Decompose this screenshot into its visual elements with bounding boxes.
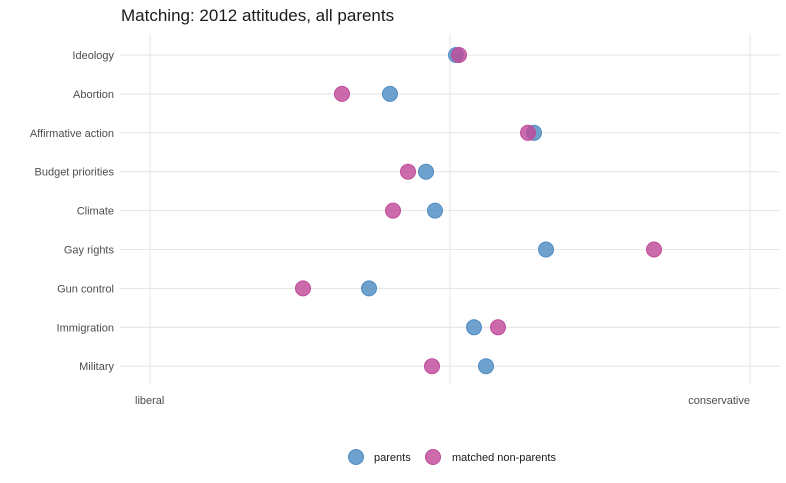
- point-matched-non-parents: [295, 280, 311, 297]
- point-parents: [427, 202, 443, 219]
- y-tick-label: Gun control: [57, 283, 114, 295]
- legend-key-1: [425, 449, 441, 465]
- legend-label: parents: [374, 452, 411, 464]
- point-matched-non-parents: [646, 241, 662, 258]
- point-parents: [538, 241, 554, 258]
- y-tick-label: Climate: [77, 206, 114, 218]
- point-matched-non-parents: [334, 85, 350, 102]
- point-parents: [478, 358, 494, 375]
- axis-labels: Ideology Abortion Affirmative action Budget…: [30, 50, 750, 407]
- x-tick-label: conservative: [688, 395, 750, 407]
- y-tick-label: Affirmative action: [30, 128, 114, 140]
- point-matched-non-parents: [385, 202, 401, 219]
- y-tick-label: Abortion: [73, 89, 114, 101]
- plot-marks: [295, 47, 662, 375]
- point-parents: [466, 319, 482, 336]
- y-tick-label: Budget priorities: [35, 167, 115, 179]
- y-tick-label: Gay rights: [64, 245, 115, 257]
- y-tick-label: Military: [79, 361, 114, 373]
- legend-label: matched non-parents: [452, 452, 556, 464]
- point-matched-non-parents: [451, 47, 467, 63]
- point-parents: [382, 85, 398, 102]
- x-tick-label: liberal: [135, 395, 164, 407]
- chart-title: Matching: 2012 attitudes, all parents: [121, 6, 394, 25]
- legend-key-0: [348, 449, 364, 465]
- point-parents: [361, 280, 377, 297]
- point-parents: [418, 163, 434, 180]
- point-matched-non-parents: [424, 358, 440, 375]
- point-matched-non-parents: [520, 124, 536, 141]
- point-matched-non-parents: [400, 163, 416, 180]
- y-tick-label: Immigration: [57, 322, 114, 334]
- plot-grid: [120, 34, 780, 385]
- point-matched-non-parents: [490, 319, 506, 336]
- legend: parents matched non-parents: [348, 449, 556, 465]
- y-tick-label: Ideology: [72, 50, 114, 62]
